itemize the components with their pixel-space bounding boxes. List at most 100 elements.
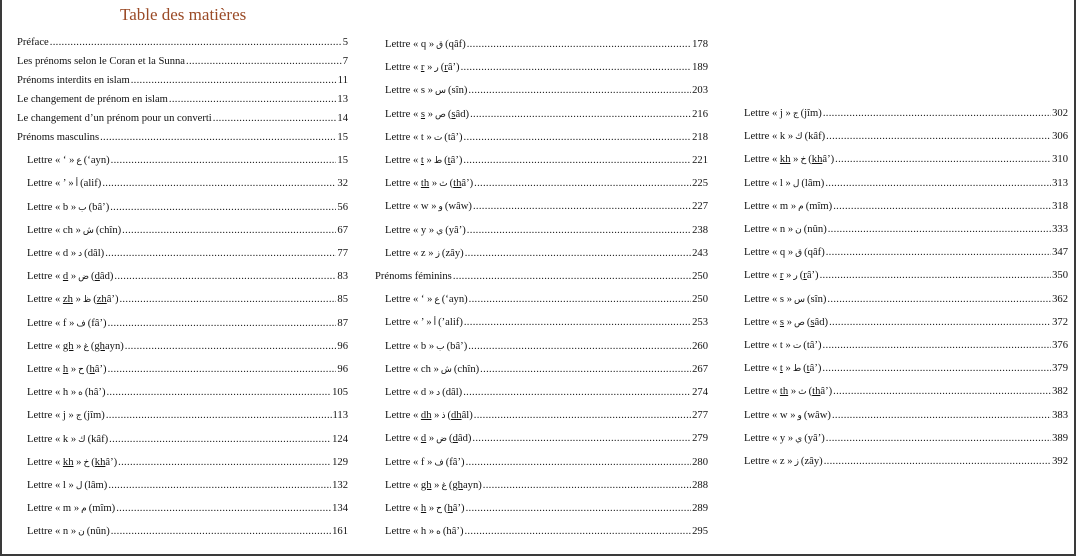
toc-entry-letter[interactable]: Lettre « h »ح(hâ’) 96 [27, 364, 348, 380]
toc-entry-letter[interactable]: Lettre « j »ج(jîm) 113 [27, 410, 348, 426]
toc-entry-letter[interactable]: Lettre « gh »غ(ghayn) 288 [385, 480, 708, 496]
entry-title: Les prénoms selon le Coran et la Sunna [17, 56, 185, 67]
toc-entry-letter[interactable]: Lettre « k »ك(kâf) 306 [744, 131, 1068, 147]
toc-entry-letter[interactable]: Lettre « q »ق(qâf) 347 [744, 247, 1068, 263]
toc-entry-letter[interactable]: Lettre « d »د(dâl) 274 [385, 387, 708, 403]
page-number: 218 [692, 131, 708, 143]
toc-entry-letter[interactable]: Lettre « ‘ »ع(‘ayn) 250 [385, 294, 708, 310]
toc-entry-letter[interactable]: Lettre « l »ل(lâm) 313 [744, 178, 1068, 194]
toc-entry-letter[interactable]: Lettre « s »ص(sâd) 216 [385, 109, 708, 125]
letter-name: chîn [99, 224, 118, 236]
arabic-letter: ق [795, 248, 803, 259]
page-number: 313 [1052, 177, 1068, 189]
arabic-letter: س [434, 86, 446, 97]
toc-entry-letter[interactable]: Lettre « t »ط(tâ’)221 [385, 155, 708, 171]
entry-title: Lettre « s » س (sîn) [385, 85, 468, 97]
toc-entry-letter[interactable]: Lettre « z »ز(zây) 243 [385, 248, 708, 264]
toc-entry-section[interactable]: Le changement d’un prénom pour un conver… [17, 113, 348, 129]
dot-leader [466, 457, 692, 468]
toc-entry-letter[interactable]: Lettre « m »م(mîm) 134 [27, 503, 348, 519]
toc-entry-letter[interactable]: Lettre « dh »ذ(dhâl) 277 [385, 410, 708, 426]
open-quote: « [412, 456, 419, 468]
toc-entry-letter[interactable]: Lettre « l »ل(lâm) 132 [27, 480, 348, 496]
toc-entry-letter[interactable]: Lettre « d »ض(dâd) 279 [385, 433, 708, 449]
toc-entry-letter[interactable]: Lettre « ‘ »ع(‘ayn) 15 [27, 155, 348, 171]
toc-entry-letter[interactable]: Lettre « y »ي(yâ’) 238 [385, 225, 708, 241]
letter-name: alif [83, 178, 98, 190]
toc-entry-section[interactable]: Prénoms féminins 250 [375, 271, 708, 287]
toc-entry-section[interactable]: Prénoms interdits en islam 11 [17, 75, 348, 91]
toc-entry-letter[interactable]: Lettre « f »ف(fâ’) 87 [27, 318, 348, 334]
open-quote: « [412, 201, 419, 213]
page-number: 250 [692, 294, 708, 306]
toc-entry-letter[interactable]: Lettre « h »ه(hâ’) 295 [385, 526, 708, 542]
toc-entry-letter[interactable]: Lettre « s »ص(sâd) 372 [744, 317, 1068, 333]
toc-entry-letter[interactable]: Lettre « w »و(wâw) 383 [744, 410, 1068, 426]
toc-entry-letter[interactable]: Lettre « n »ن(nûn) 333 [744, 224, 1068, 240]
letter-name: sîn [810, 293, 823, 305]
toc-entry-section[interactable]: Les prénoms selon le Coran et la Sunna 7 [17, 56, 348, 72]
toc-entry-letter[interactable]: Lettre « kh »خ(khâ’) 129 [27, 457, 348, 473]
toc-column-3: Lettre « j »ج(jîm) 302 Lettre « k »ك(kâf) 3… [734, 0, 1068, 554]
lettre-label: Lettre [744, 293, 770, 305]
toc-entry-letter[interactable]: Lettre « ’ »أ(’alif) 253 [385, 317, 708, 333]
toc-entry-section[interactable]: Préface 5 [17, 37, 348, 53]
toc-entry-letter[interactable]: Lettre « zh »ظ(zhâ’) 85 [27, 294, 348, 310]
toc-entry-letter[interactable]: Lettre « s »س(sîn) 362 [744, 294, 1068, 310]
toc-entry-letter[interactable]: Lettre « kh »خ(khâ’) 310 [744, 154, 1068, 170]
toc-entry-letter[interactable]: Lettre « t »ط(tâ’)379 [744, 363, 1068, 379]
close-quote: » [428, 224, 435, 236]
toc-entry-letter[interactable]: Lettre « t »ت(tâ’) 218 [385, 132, 708, 148]
letter-name-underlined: h [447, 503, 453, 514]
toc-entry-letter[interactable]: Lettre « d »ض(dâd) 83 [27, 271, 348, 287]
toc-entry-letter[interactable]: Lettre « f »ف(fâ’) 280 [385, 457, 708, 473]
letter-name-underlined: gh [452, 479, 463, 491]
entry-title: Lettre « q » ق (qâf) [744, 247, 825, 259]
toc-entry-letter[interactable]: Lettre « b »ب(bâ’) 56 [27, 202, 348, 218]
toc-entry-letter[interactable]: Lettre « t »ت(tâ’) 376 [744, 340, 1068, 356]
toc-entry-letter[interactable]: Lettre « ’ »أ(alif) 32 [27, 178, 348, 194]
toc-entry-letter[interactable]: Lettre « j »ج(jîm) 302 [744, 108, 1068, 124]
entry-title: Lettre « l » ل (lâm) [27, 480, 108, 491]
toc-entry-letter[interactable]: Lettre « gh »غ(ghayn) 96 [27, 341, 348, 357]
toc-entry-letter[interactable]: Lettre « k »ك(kâf) 124 [27, 434, 348, 450]
arabic-letter: ط [792, 364, 802, 375]
entry-title: Lettre « k » ك (kâf) [744, 131, 826, 143]
toc-entry-letter[interactable]: Lettre « d »د(dâl) 77 [27, 248, 348, 264]
lettre-label: Lettre [385, 39, 411, 50]
dot-leader [125, 341, 337, 352]
toc-entry-letter[interactable]: Lettre « r »ر(râ’) 350 [744, 270, 1068, 286]
toc-entry-letter[interactable]: Lettre « r »ر(râ’) 189 [385, 62, 708, 78]
latin-letter: d [420, 387, 427, 398]
latin-letter: ‘ [62, 155, 67, 167]
page-number: 221 [692, 155, 708, 166]
dot-leader [119, 294, 336, 305]
toc-entry-letter[interactable]: Lettre « m »م(mîm) 318 [744, 201, 1068, 217]
toc-entry-section[interactable]: Le changement de prénom en islam 13 [17, 94, 348, 110]
toc-entry-letter[interactable]: Lettre « h »ه(hâ’) 105 [27, 387, 348, 403]
toc-entry-section[interactable]: Prénoms masculins 15 [17, 132, 348, 148]
toc-entry-letter[interactable]: Lettre « h »ح(hâ’) 289 [385, 503, 708, 519]
latin-letter: d [420, 433, 427, 445]
toc-entry-letter[interactable]: Lettre « n »ن(nûn) 161 [27, 526, 348, 542]
toc-entry-letter[interactable]: Lettre « q »ق(qâf) 178 [385, 39, 708, 55]
dot-leader [468, 341, 691, 352]
open-quote: « [54, 503, 61, 515]
toc-entry-letter[interactable]: Lettre « w »و(wâw) 227 [385, 201, 708, 217]
lettre-label: Lettre [27, 410, 53, 422]
toc-entry-letter[interactable]: Lettre « y »ي(yâ’) 389 [744, 433, 1068, 449]
toc-entry-letter[interactable]: Lettre « th »ث(thâ’) 225 [385, 178, 708, 194]
open-quote: « [412, 155, 419, 166]
toc-entry-letter[interactable]: Lettre « ch »ش(chîn) 67 [27, 225, 348, 241]
latin-letter: m [62, 503, 72, 515]
arabic-letter: ك [795, 132, 803, 143]
page-number: 105 [332, 387, 348, 399]
toc-entry-letter[interactable]: Lettre « b »ب(bâ’) 260 [385, 341, 708, 357]
toc-entry-letter[interactable]: Lettre « th »ث(thâ’) 382 [744, 386, 1068, 402]
entry-title: Lettre « w » و (wâw) [744, 409, 831, 421]
arabic-letter: غ [441, 480, 447, 491]
toc-entry-letter[interactable]: Lettre « z »ز(zây) 392 [744, 456, 1068, 472]
toc-entry-letter[interactable]: Lettre « s »س(sîn) 203 [385, 85, 708, 101]
latin-letter: kh [779, 154, 791, 166]
toc-entry-letter[interactable]: Lettre « ch »ش(chîn) 267 [385, 364, 708, 380]
